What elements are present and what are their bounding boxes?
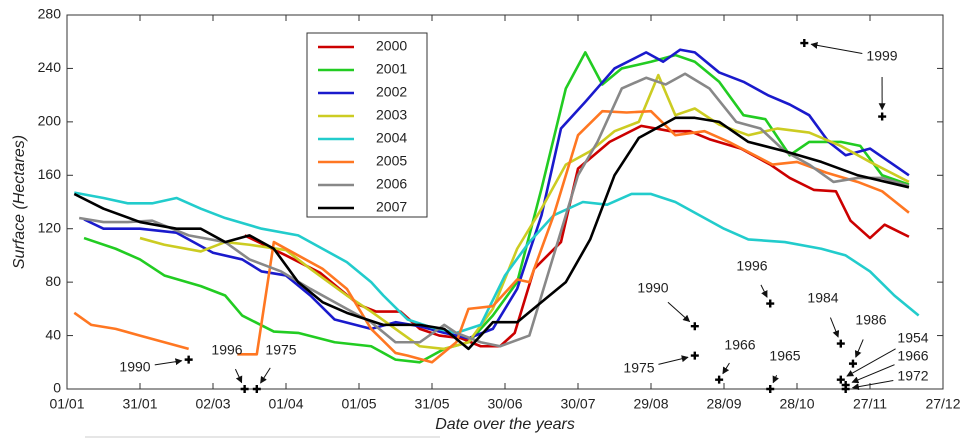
legend-label: 2004: [376, 130, 407, 146]
point-marker: [715, 375, 724, 384]
y-tick-label: 280: [38, 6, 62, 22]
y-tick-label: 80: [45, 273, 61, 289]
x-tick-label: 02/03: [195, 396, 230, 412]
point-marker: [690, 351, 699, 360]
x-axis-label: Date over the years: [435, 416, 575, 433]
annotation-arrow: [810, 41, 863, 54]
y-tick-label: 40: [45, 326, 61, 342]
annotation-label: 1984: [807, 290, 838, 306]
x-tick-label: 29/08: [633, 396, 668, 412]
legend-label: 2007: [376, 199, 407, 215]
x-tick-label: 27/11: [853, 396, 887, 412]
point-marker: [878, 112, 887, 121]
point-marker: [766, 299, 775, 308]
point-marker: [252, 385, 261, 393]
point-marker: [836, 375, 845, 384]
x-tick-label: 31/05: [414, 396, 449, 412]
x-tick-label: 27/12: [925, 396, 960, 412]
legend-label: 2006: [376, 176, 407, 192]
series-line: [83, 48, 910, 340]
legend-label: 2003: [376, 107, 407, 123]
point-marker: [800, 39, 809, 48]
annotation-label: 1986: [855, 312, 886, 328]
y-tick-label: 200: [38, 113, 62, 129]
legend-label: 2001: [376, 61, 407, 77]
annotation-arrow: [234, 368, 243, 384]
annotation-label: 1990: [637, 280, 668, 296]
annotation-label: 1972: [897, 368, 928, 384]
point-marker: [848, 359, 857, 368]
annotation-label: 1965: [769, 348, 800, 364]
series-line: [83, 51, 910, 364]
y-tick-label: 160: [38, 166, 62, 182]
annotation-label: 1975: [265, 342, 296, 358]
annotation-label: 1966: [897, 348, 928, 364]
annotation-arrow: [154, 358, 183, 366]
point-marker: [841, 385, 850, 393]
point-marker: [690, 322, 699, 331]
y-axis-label: Surface (Hectares): [11, 135, 28, 269]
annotation-arrow: [260, 367, 271, 384]
series-line: [73, 116, 910, 351]
x-tick-label: 28/09: [706, 396, 741, 412]
annotation-arrow: [846, 348, 896, 377]
x-tick-label: 30/07: [560, 396, 595, 412]
annotation-arrow: [851, 380, 894, 391]
annotation-label: 1999: [866, 48, 897, 64]
annotation-label: 1954: [897, 330, 928, 346]
x-tick-label: 28/10: [779, 396, 814, 412]
annotation-arrow: [854, 339, 864, 358]
annotation-label: 1975: [623, 360, 654, 376]
annotation-arrow: [658, 355, 689, 365]
annotation-arrow: [829, 317, 840, 338]
annotation-arrow: [851, 364, 895, 384]
annotation-label: 1990: [119, 359, 150, 375]
x-tick-label: 30/06: [487, 396, 522, 412]
point-marker: [240, 385, 249, 393]
legend: [306, 32, 428, 218]
y-tick-label: 240: [38, 59, 62, 75]
series-line: [73, 109, 910, 364]
point-marker: [184, 355, 193, 364]
annotation-label: 1996: [736, 258, 767, 274]
series-line: [139, 73, 910, 351]
x-tick-label: 01/05: [341, 396, 376, 412]
legend-label: 2002: [376, 84, 407, 100]
y-tick-label: 0: [53, 380, 61, 396]
series-line: [74, 191, 920, 335]
x-tick-label: 01/04: [268, 396, 303, 412]
x-tick-label: 31/01: [122, 396, 157, 412]
annotation-label: 1966: [724, 337, 755, 353]
annotation-arrow: [760, 284, 768, 298]
annotation-label: 1996: [211, 342, 242, 358]
point-marker: [766, 385, 775, 393]
series-line: [78, 72, 910, 348]
annotation-arrow: [667, 301, 691, 323]
x-tick-label: 01/01: [49, 396, 84, 412]
legend-label: 2005: [376, 153, 407, 169]
plot-frame: [66, 14, 944, 390]
annotation-arrow: [772, 374, 779, 384]
annotation-arrow: [722, 362, 730, 375]
y-tick-label: 120: [38, 219, 62, 235]
legend-label: 2000: [376, 38, 407, 54]
point-marker: [836, 339, 845, 348]
